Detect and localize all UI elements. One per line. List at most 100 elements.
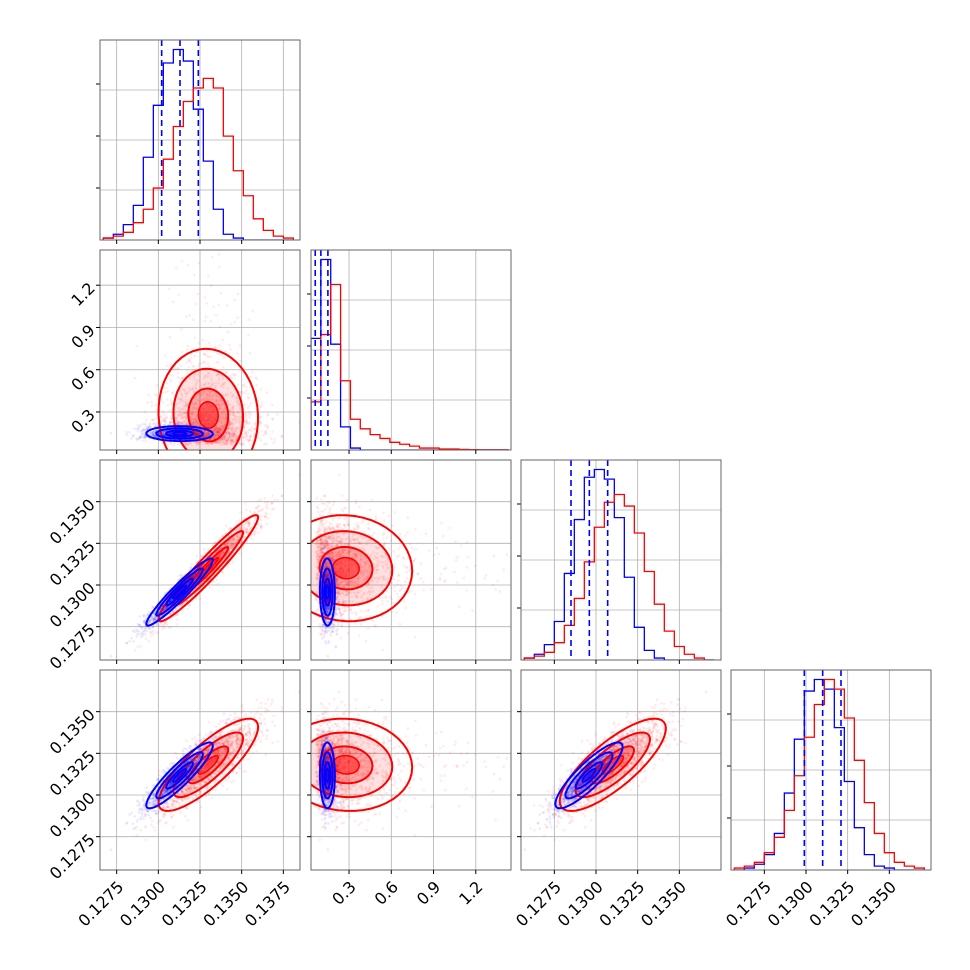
scatter-point [206,415,210,418]
scatter-point [151,434,155,437]
scatter-point [214,346,217,350]
scatter-point [229,435,233,438]
scatter-point [259,415,263,419]
scatter-point [229,412,232,416]
scatter-point [204,432,208,436]
scatter-point [202,429,206,433]
scatter-point [213,433,216,437]
scatter-point [195,424,198,427]
scatter-point [163,234,166,237]
scatter-point [200,419,203,423]
scatter-point [206,441,209,445]
scatter-point [175,402,179,406]
scatter-point [218,425,222,428]
scatter-point [238,359,242,363]
scatter-point [228,436,232,439]
scatter-point [207,275,210,278]
scatter-point [217,441,220,445]
scatter-point [186,344,190,348]
scatter-point [140,429,144,432]
scatter-point [226,439,230,442]
scatter-point [177,420,181,424]
scatter-point [149,431,152,435]
scatter-point [182,420,186,423]
scatter-point [210,383,213,387]
scatter-point [253,422,257,426]
scatter-point [217,439,221,443]
scatter-point [174,212,177,215]
scatter-point [148,610,151,614]
scatter-point [125,433,129,437]
scatter-point [207,398,210,402]
scatter-point [192,365,196,368]
scatter-point [241,436,245,440]
scatter-point [217,372,220,375]
scatter-point [186,443,190,447]
scatter-point [259,388,263,391]
scatter-point [197,342,201,345]
scatter-point [233,432,236,436]
scatter-point [194,302,198,306]
scatter-point [237,421,240,424]
scatter-point [169,402,173,405]
scatter-point [236,292,240,296]
scatter-point [170,420,174,424]
scatter-point [142,429,146,432]
scatter-point [235,437,239,440]
scatter-point [133,427,136,431]
scatter-point [210,416,214,420]
scatter-point [185,392,189,396]
scatter-point [239,368,242,372]
scatter-point [203,422,206,426]
scatter-point [139,625,143,629]
scatter-point [223,436,227,439]
scatter-point [222,416,225,420]
scatter-point [205,374,209,377]
scatter-point [208,414,212,417]
scatter-point [147,393,150,397]
scatter-point [232,434,235,438]
scatter-point [161,400,164,404]
scatter-point [212,305,215,308]
scatter-point [176,442,179,446]
scatter-point [194,402,197,406]
scatter-point [203,434,206,438]
scatter-point [184,442,188,446]
scatter-point [223,417,227,421]
scatter-point [214,385,218,388]
scatter-point [162,423,166,427]
scatter-point [233,441,236,444]
scatter-point [228,424,231,428]
scatter-point [150,400,153,404]
scatter-point [209,405,213,409]
scatter-point [161,410,165,413]
scatter-point [153,431,156,435]
scatter-point [200,383,204,387]
scatter-point [178,376,182,380]
scatter-point [173,441,176,445]
scatter-point [237,417,241,421]
scatter-point [239,443,242,446]
scatter-point [244,413,248,416]
scatter-point [170,431,173,435]
scatter-point [251,439,254,443]
scatter-point [217,265,221,269]
scatter-point [164,390,168,394]
scatter-point [253,427,256,431]
scatter-point [227,426,230,430]
scatter-point [138,425,141,428]
scatter-point [217,426,221,430]
scatter-point [209,438,212,441]
scatter-point [200,162,203,165]
scatter-point [174,266,178,270]
scatter-point [177,422,180,426]
scatter-point [219,428,222,432]
scatter-point [270,403,274,407]
scatter-point [170,414,173,418]
scatter-point [227,433,230,436]
scatter-point [207,422,211,426]
scatter-point [239,442,242,446]
scatter-point [236,410,239,414]
scatter-point [210,416,213,419]
scatter-point [259,405,263,409]
